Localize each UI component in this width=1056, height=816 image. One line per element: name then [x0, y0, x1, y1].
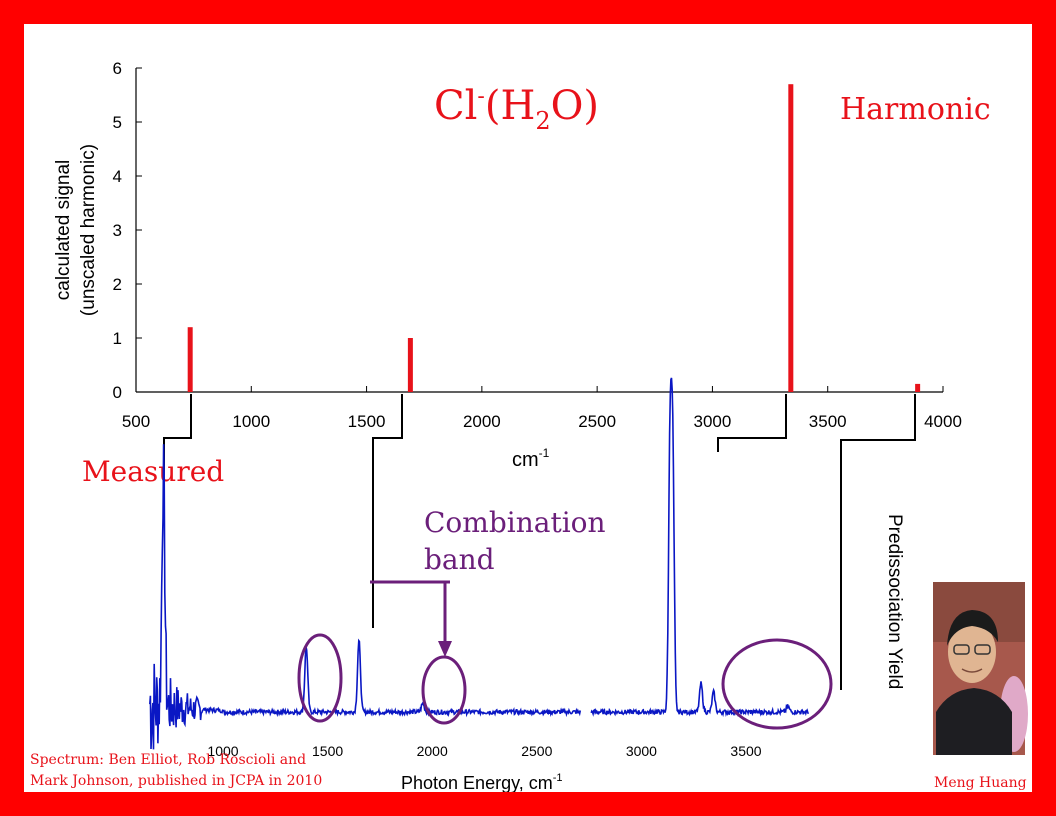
harmonic-bar	[915, 383, 921, 392]
photo-caption: Meng Huang	[934, 775, 1027, 791]
bottom-x-tick-label: 3000	[626, 743, 657, 759]
top-y-tick-label: 5	[113, 113, 122, 132]
harmonic-bar	[788, 84, 794, 392]
top-x-ticks: 500 1000 1500 2000 2500 3000 3500 4000	[122, 386, 962, 431]
bottom-x-tick-label: 3500	[730, 743, 761, 759]
top-x-tick-label: 3000	[694, 412, 732, 431]
combination-arrow-head	[438, 641, 452, 657]
top-bars	[187, 84, 921, 392]
top-x-tick-label: 2500	[578, 412, 616, 431]
measured-label: Measured	[82, 455, 224, 488]
spectrum-trace-right	[590, 377, 810, 718]
credit-line-1: Spectrum: Ben Elliot, Rob Roscioli and	[30, 752, 306, 768]
bottom-x-tick-label: 1000	[207, 743, 238, 759]
top-y-tick-label: 2	[113, 275, 122, 294]
bottom-x-tick-label: 2500	[521, 743, 552, 759]
top-x-tick-label: 2000	[463, 412, 501, 431]
top-x-tick-label: 1000	[232, 412, 270, 431]
slide: Cl-(H2O) Harmonic Measured Combination b…	[24, 24, 1032, 792]
harmonic-bar	[187, 327, 193, 392]
highlight-ellipse-1	[297, 633, 343, 723]
bottom-x-tick-label: 1500	[312, 743, 343, 759]
top-x-tick-label: 1500	[348, 412, 386, 431]
combination-band-label-2: band	[424, 543, 495, 576]
harmonic-label: Harmonic	[840, 92, 991, 127]
connector-3	[717, 394, 787, 452]
portrait-photo	[933, 582, 1028, 755]
top-y-tick-label: 0	[113, 383, 122, 402]
figure: Cl-(H2O) Harmonic Measured Combination b…	[30, 59, 1028, 792]
combination-band-label-1: Combination	[424, 506, 606, 539]
top-x-tick-label: 3500	[809, 412, 847, 431]
spectrum-trace-left	[149, 444, 582, 750]
annotations	[297, 580, 833, 730]
top-x-label: cm-1	[512, 446, 550, 471]
top-y-tick-label: 3	[113, 221, 122, 240]
top-y-tick-label: 1	[113, 329, 122, 348]
chart-title: Cl-(H2O)	[434, 83, 599, 135]
bottom-y-label: Predissociation Yield	[884, 514, 905, 689]
top-y-ticks: 0 1 2 3 4 5 6	[113, 59, 142, 402]
connector-2	[372, 394, 403, 628]
measured-spectrum-chart: 1000 1500 2000 2500 3000 3500 Photon Energy, …	[149, 377, 905, 792]
bottom-x-tick-label: 2000	[417, 743, 448, 759]
highlight-ellipse-2	[421, 655, 467, 725]
top-x-tick-label: 500	[122, 412, 150, 431]
bottom-x-label: Photon Energy, cm-1	[401, 772, 563, 792]
top-y-label-1: calculated signal	[53, 160, 74, 300]
top-y-label-2: (unscaled harmonic)	[78, 144, 99, 316]
harmonic-bar	[407, 338, 413, 392]
top-y-tick-label: 4	[113, 167, 122, 186]
top-x-tick-label: 4000	[924, 412, 962, 431]
top-y-tick-label: 6	[113, 59, 122, 78]
bottom-x-ticks: 1000 1500 2000 2500 3000 3500	[207, 743, 761, 759]
credit-line-2: Mark Johnson, published in JCPA in 2010	[30, 773, 322, 789]
connector-4	[840, 394, 916, 690]
highlight-ellipse-3	[721, 638, 833, 730]
